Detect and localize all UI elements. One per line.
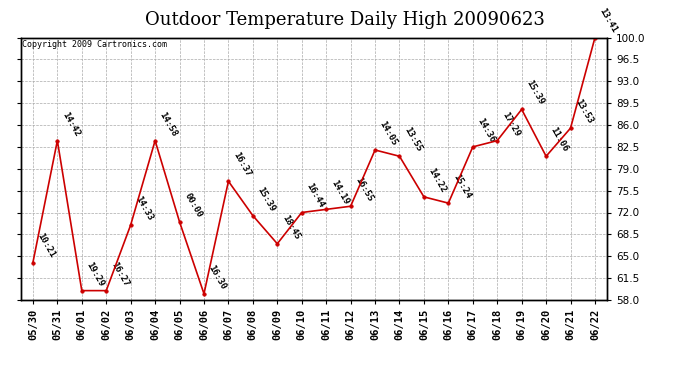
Text: 10:21: 10:21 [36,232,57,260]
Text: 13:41: 13:41 [598,7,619,35]
Text: 14:19: 14:19 [329,179,351,207]
Text: 18:45: 18:45 [280,213,302,241]
Text: 14:22: 14:22 [426,166,448,194]
Text: Copyright 2009 Cartronics.com: Copyright 2009 Cartronics.com [22,40,167,49]
Text: Outdoor Temperature Daily High 20090623: Outdoor Temperature Daily High 20090623 [145,11,545,29]
Text: 16:30: 16:30 [207,263,228,291]
Text: 14:42: 14:42 [60,110,81,138]
Text: 00:00: 00:00 [182,191,204,219]
Text: 14:36: 14:36 [475,116,497,144]
Text: 16:55: 16:55 [353,176,375,204]
Text: 13:53: 13:53 [573,98,595,125]
Text: 14:33: 14:33 [133,195,155,222]
Text: 15:24: 15:24 [451,172,473,200]
Text: 13:55: 13:55 [402,126,424,153]
Text: 15:39: 15:39 [255,185,277,213]
Text: 16:27: 16:27 [109,260,130,288]
Text: 16:44: 16:44 [304,182,326,210]
Text: 19:29: 19:29 [85,260,106,288]
Text: 16:37: 16:37 [231,151,253,178]
Text: 15:39: 15:39 [524,79,546,106]
Text: 17:29: 17:29 [500,110,521,138]
Text: 14:05: 14:05 [378,120,399,147]
Text: 14:58: 14:58 [158,110,179,138]
Text: 11:06: 11:06 [549,126,570,153]
